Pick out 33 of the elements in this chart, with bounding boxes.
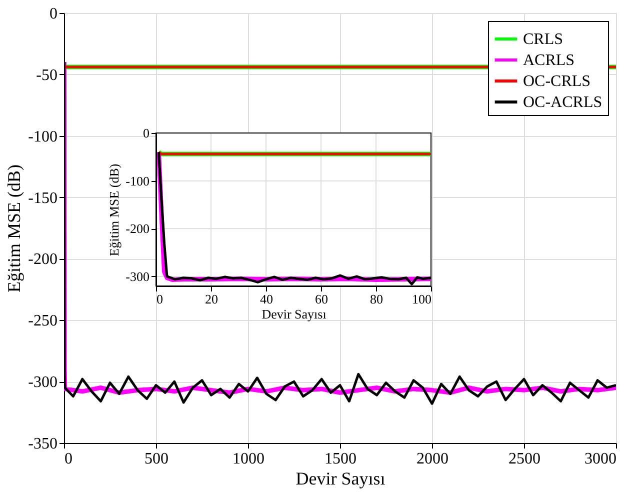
x-tick-label: 3000 [584, 450, 616, 468]
x-axis-title: Devir Sayısı [296, 468, 386, 488]
x-tick-label: 20 [205, 292, 218, 306]
y-tick-label: -100 [28, 128, 58, 146]
y-tick-label: -250 [28, 312, 58, 330]
x-tick-label: 80 [370, 292, 383, 306]
x-tick-label: 1000 [232, 450, 264, 468]
y-tick-label: -150 [28, 190, 58, 207]
x-tick-label: 100 [412, 292, 432, 306]
x-tick-label: 0 [64, 450, 72, 468]
x-tick-label: 40 [260, 292, 273, 306]
x-tick-label: 0 [156, 292, 163, 306]
y-axis-title: Eğitim MSE (dB) [106, 164, 122, 256]
y-tick-label: 0 [143, 126, 150, 140]
y-tick-label: -350 [28, 436, 58, 452]
y-tick-label: -200 [28, 251, 58, 268]
y-tick-label: -50 [36, 66, 58, 84]
y-tick-label: -300 [28, 374, 58, 392]
x-tick-label: 2500 [508, 450, 540, 468]
legend-label: OC-ACRLS [523, 94, 602, 111]
legend-label: ACRLS [523, 52, 575, 69]
x-tick-label: 60 [315, 292, 328, 306]
x-tick-label: 500 [144, 450, 168, 468]
legend-label: OC-CRLS [523, 73, 591, 90]
x-tick-label: 2000 [416, 450, 448, 468]
legend-label: CRLS [523, 31, 564, 48]
y-tick-label: 0 [50, 6, 58, 22]
y-axis-title: Eğitim MSE (dB) [4, 164, 24, 293]
y-tick-label: -200 [126, 221, 150, 236]
x-axis-title: Devir Sayısı [262, 306, 327, 322]
y-tick-label: -100 [126, 173, 150, 188]
x-tick-label: 1500 [324, 450, 356, 468]
y-tick-label: -300 [126, 268, 150, 284]
